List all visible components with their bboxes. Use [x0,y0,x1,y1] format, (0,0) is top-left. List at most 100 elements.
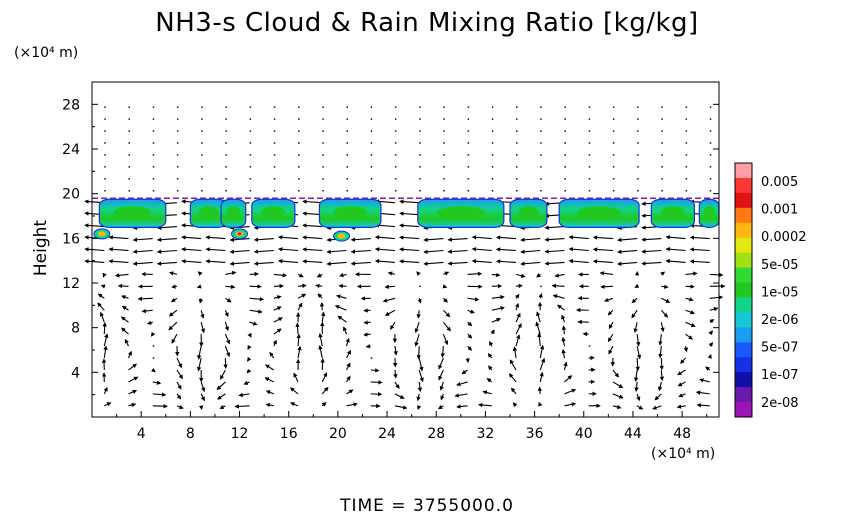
wind-arrow [709,295,724,300]
colorbar-swatch [735,387,752,403]
wind-arrow [537,332,542,347]
wind-arrow [677,381,686,387]
wind-arrow [176,393,182,400]
wind-arrow [176,381,182,390]
wind-arrow [345,362,351,371]
wind-arrow [709,319,715,324]
wind-arrow [169,271,178,276]
wind-arrow [467,345,473,351]
wind-arrow [277,259,299,264]
wind-arrow [103,345,108,359]
wind-arrow [225,284,236,290]
wind-arrow [512,402,518,408]
wind-arrow [374,235,395,240]
wind-arrow [200,381,206,393]
y-tick-label: 28 [62,97,80,113]
wind-arrow [696,403,710,408]
wind-arrow [370,368,380,373]
wind-arrow [447,249,468,254]
wind-arrow [658,334,663,346]
wind-arrow [486,378,493,383]
wind-arrow [680,357,686,364]
wind-arrow [491,295,505,300]
wind-arrow [636,345,642,360]
wind-arrow [538,293,543,299]
wind-arrow [273,328,282,335]
wind-arrow [443,271,450,276]
colorbar-swatch [735,267,752,284]
wind-arrow [102,272,107,278]
wind-arrow [561,336,566,347]
wind-arrow [253,249,274,254]
wind-arrow [612,369,620,378]
wind-arrow [654,393,662,401]
wind-arrow [394,393,405,399]
wind-arrow [665,258,686,264]
wind-arrow [705,366,711,371]
wind-arrow [224,333,231,345]
wind-arrow [290,402,299,407]
wind-arrow [568,258,589,264]
time-footer: TIME = 3755000.0 [340,496,514,516]
wind-arrow [515,302,520,311]
wind-arrow [168,309,178,317]
wind-arrow [467,297,480,302]
wind-arrow [393,346,398,356]
wind-arrow [342,326,348,335]
wind-arrow [709,272,724,278]
wind-arrow [297,283,307,289]
wind-arrow [617,237,638,243]
wind-arrow [617,249,638,254]
wind-arrow [277,235,299,240]
wind-arrow [249,271,259,277]
colorbar-label: 0.0002 [761,230,807,245]
cloud-layer [92,197,720,242]
colorbar-label: 1e-07 [761,368,799,383]
wind-arrow [247,356,252,362]
colorbar-swatch [735,297,752,313]
wind-arrow [363,332,371,337]
x-tick-label: 8 [186,426,195,442]
wind-arrow [467,333,473,339]
wind-arrow [699,378,710,383]
wind-arrow [557,304,565,311]
wind-arrow [297,293,307,299]
wind-arrow [456,404,468,409]
wind-arrow [238,392,250,398]
wind-arrow [150,331,156,337]
wind-arrow [454,393,468,398]
wind-arrow [708,342,714,347]
wind-arrow [370,380,383,385]
wind-arrow [156,249,177,254]
cloud-low-core [97,231,106,237]
wind-arrow [536,273,542,278]
wind-arrow [544,225,565,230]
wind-arrow [636,393,641,402]
wind-arrow [689,259,710,264]
wind-arrow [337,315,347,323]
wind-arrow [156,237,177,242]
wind-arrow [539,357,546,371]
wind-arrow [683,345,689,353]
wind-arrow [128,389,138,395]
wind-arrow [600,284,613,289]
wind-arrow [661,284,669,289]
wind-arrow [399,259,420,264]
wind-arrow [205,235,226,240]
wind-arrow [273,306,282,311]
wind-arrow [442,333,449,346]
wind-arrow [399,247,420,252]
wind-arrow [607,333,614,343]
wind-arrow [544,261,565,266]
wind-arrow [168,321,178,331]
wind-arrow [346,349,352,359]
colorbar-swatch [735,237,752,254]
wind-arrow [289,387,299,395]
wind-arrow [520,249,541,254]
wind-arrow [442,321,451,332]
wind-arrow [608,345,614,355]
wind-arrow [205,259,226,264]
wind-arrow [612,381,624,389]
wind-arrow [124,338,130,347]
wind-arrow [689,235,710,240]
